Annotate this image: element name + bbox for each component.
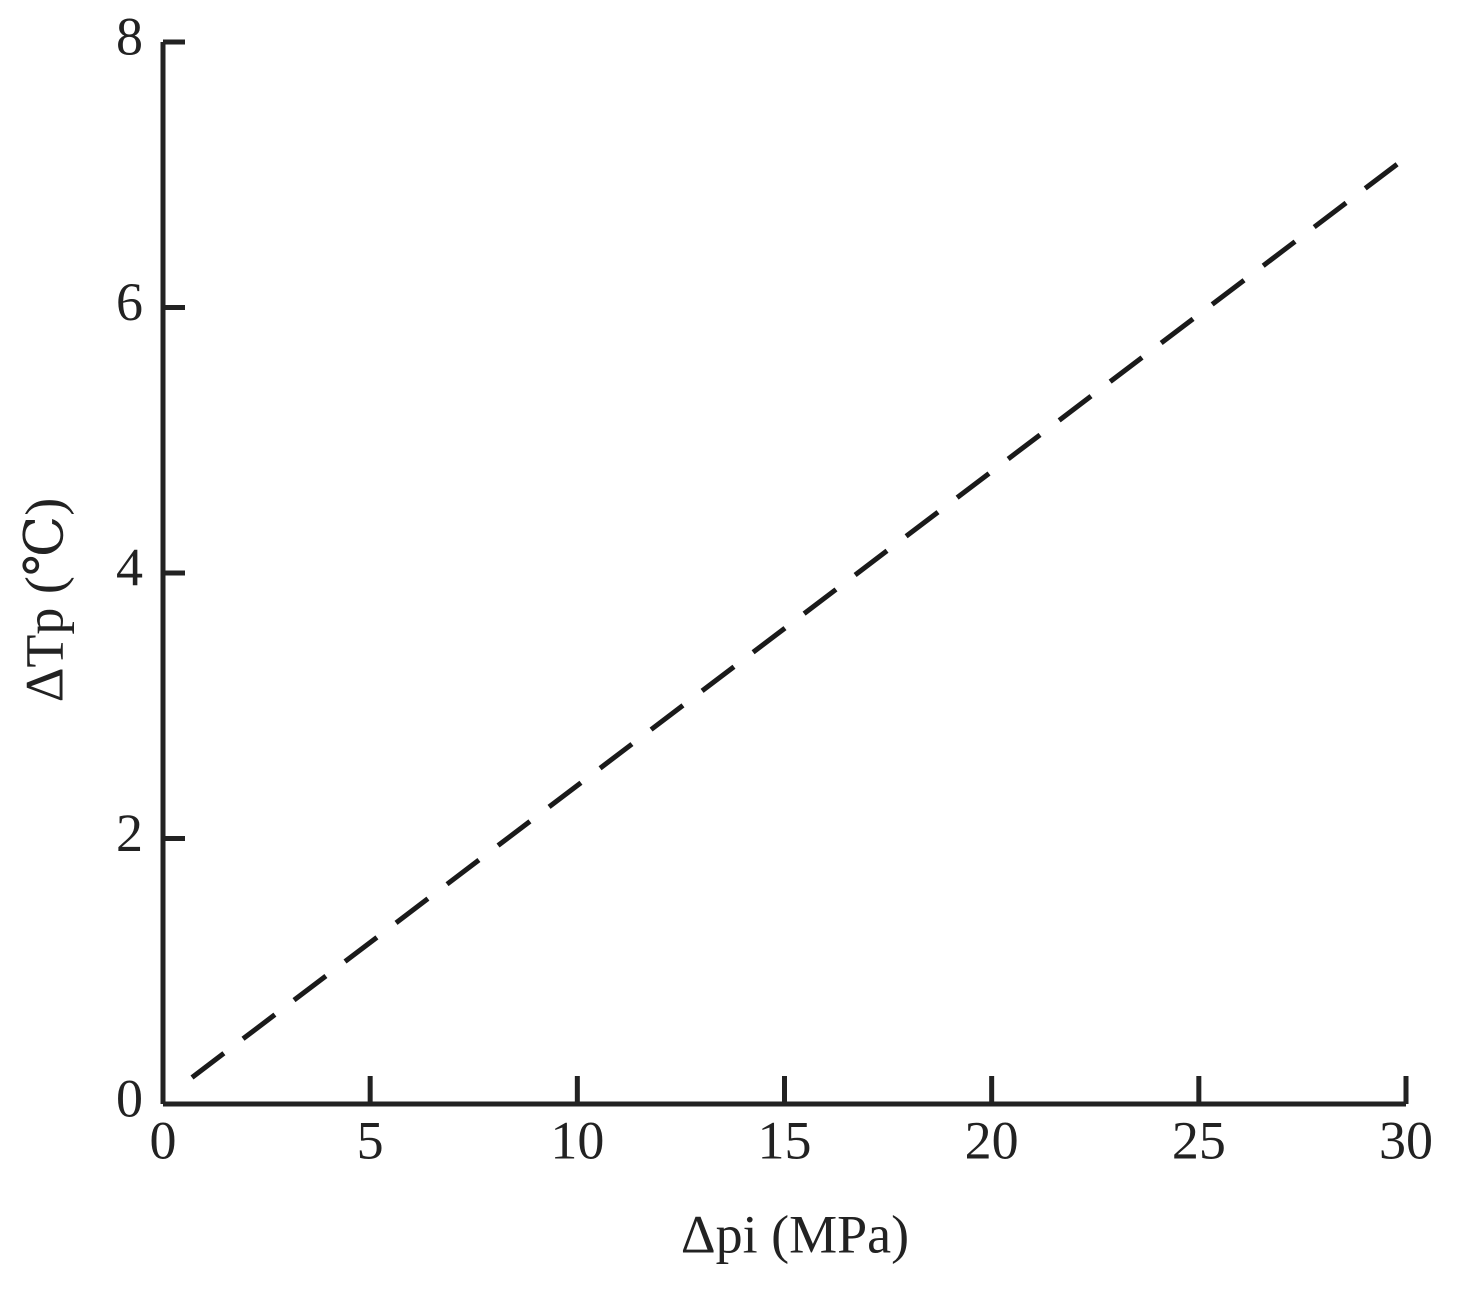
x-tick-label: 20 [965,1110,1019,1170]
y-tick-label: 4 [116,537,143,597]
line [190,155,1408,1080]
x-tick-label: 0 [150,1110,177,1170]
y-axis-label: ΔTp (℃) [14,498,74,703]
y-tick-label: 0 [116,1068,143,1128]
x-tick-label: 5 [357,1110,384,1170]
y-tick-label: 2 [116,803,143,863]
x-axis-label: Δpi (MPa) [681,1204,909,1264]
x-tick-label: 30 [1379,1110,1433,1170]
x-tick-label: 25 [1172,1110,1226,1170]
y-tick-label: 8 [116,6,143,66]
x-tick-label: 15 [758,1110,812,1170]
x-tick-label: 10 [550,1110,604,1170]
y-tick-label: 6 [116,272,143,332]
